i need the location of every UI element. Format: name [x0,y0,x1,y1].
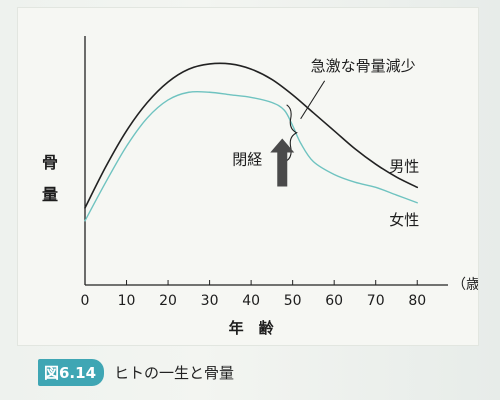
figure-title: ヒトの一生と骨量 [114,363,235,382]
figure-caption: 図6.14 ヒトの一生と骨量 [38,358,478,386]
x-tick-label: 40 [242,293,260,309]
menopause-arrow-icon [270,138,295,187]
x-tick-label: 20 [159,293,177,309]
female-series-line [84,90,418,222]
rapid-loss-leader-line [300,80,326,120]
male-series-label: 男性 [389,157,419,175]
x-tick-label: 70 [367,293,385,309]
chart-axes [84,36,448,286]
x-tick-label: 60 [325,293,343,309]
axis-labels: 骨量年 齢 [42,153,275,337]
x-tick-label: 50 [284,293,302,309]
x-unit-label: （歳） [452,277,478,293]
menopause-label: 閉経 [232,151,262,169]
figure-number-badge: 図6.14 [38,358,105,386]
y-axis-label-char: 骨 [42,153,58,172]
female-series-label: 女性 [389,211,419,229]
x-tick-label: 30 [201,293,219,309]
x-ticks: 0 10 20 30 40 50 60 70 80 （歳） [81,277,478,309]
x-tick-label: 10 [118,293,136,309]
rapid-loss-annotation: 急激な骨量減少 [311,57,416,75]
x-tick-label: 80 [408,293,426,309]
y-axis-label-char: 量 [42,185,58,204]
x-axis-label: 年 齢 [229,319,275,337]
male-series-line [84,62,419,209]
x-tick-label: 0 [81,293,90,309]
